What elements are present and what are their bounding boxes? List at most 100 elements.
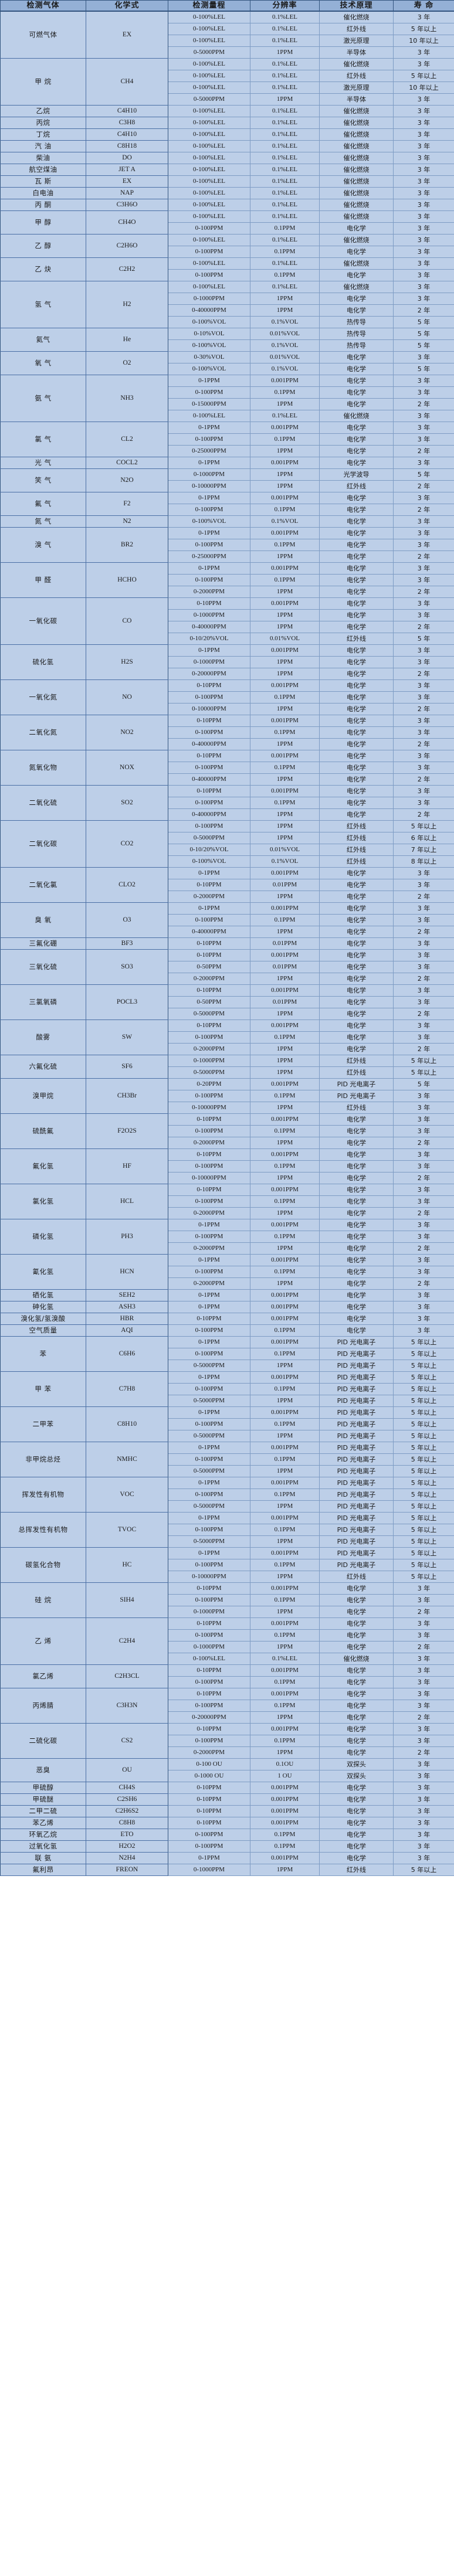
table-row: 0-100PPM 0.1PPM 电化学 3 年 — [1, 269, 454, 281]
resolution-cell: 0.001PPM — [250, 984, 320, 997]
detection-range-cell: 0-100PPM — [168, 726, 250, 739]
detection-range-cell: 0-40000PPM — [168, 773, 250, 786]
chemical-formula-cell: FREON — [86, 1864, 168, 1876]
technology-cell: 电化学 — [319, 1113, 394, 1126]
detection-range-cell: 0-10PPM — [168, 1148, 250, 1161]
lifetime-cell: 3 年 — [393, 492, 454, 504]
gas-name-cell: 二氧化氯 — [0, 867, 86, 903]
lifetime-cell: 3 年 — [393, 1582, 454, 1595]
table-row: 甲 醛 HCHO 0-1PPM 0.001PPM 电化学 3 年 — [0, 562, 454, 598]
lifetime-cell: 3 年 — [393, 1254, 454, 1266]
detection-range-cell: 0-10PPM — [168, 679, 250, 692]
lifetime-cell: 3 年 — [393, 867, 454, 879]
table-row: 0-2000PPM 1PPM 电化学 2 年 — [1, 586, 454, 598]
lifetime-cell: 3 年 — [393, 117, 454, 129]
lifetime-cell: 3 年 — [393, 269, 454, 281]
detection-range-cell: 0-1PPM — [168, 562, 250, 575]
resolution-cell: 1PPM — [250, 93, 320, 106]
gas-name-cell: 光 气 — [0, 457, 86, 469]
detection-range-cell: 0-100PPM — [168, 1488, 250, 1501]
resolution-cell: 0.001PPM — [250, 1793, 320, 1806]
resolution-cell: 0.1PPM — [250, 691, 320, 704]
chemical-formula-cell: NMHC — [86, 1442, 168, 1477]
table-row: 汽 油 C8H18 0-100%LEL 0.1%LEL 催化燃烧 3 年 — [0, 140, 454, 152]
resolution-cell: 0.1%LEL — [250, 175, 320, 188]
table-row: 0-5000PPM 1PPM 红外线 5 年以上 — [1, 1066, 454, 1079]
detection-range-cell: 0-10000PPM — [168, 1102, 250, 1114]
detection-range-cell: 0-40000PPM — [168, 304, 250, 317]
detection-range-cell: 0-1PPM — [168, 1406, 250, 1419]
gas-name-cell: 丁烷 — [0, 128, 86, 141]
technology-cell: 电化学 — [319, 726, 394, 739]
gas-name-cell: 甲 醛 — [0, 562, 86, 598]
chemical-formula-cell: NO — [86, 679, 168, 715]
resolution-cell: 0.001PPM — [250, 1477, 320, 1489]
technology-cell: 电化学 — [319, 1160, 394, 1173]
table-row: 二氧化硫 SO2 0-10PPM 0.001PPM 电化学 3 年 — [0, 785, 454, 821]
chemical-formula-cell: C4H10 — [86, 105, 168, 117]
technology-cell: 红外线 — [319, 844, 394, 856]
lifetime-cell: 3 年 — [393, 1313, 454, 1325]
detection-range-cell: 0-100PPM — [168, 797, 250, 809]
resolution-cell: 1PPM — [250, 293, 320, 305]
technology-cell: 电化学 — [319, 1148, 394, 1161]
table-row: 0-2000PPM 1PPM 电化学 2 年 — [1, 1242, 454, 1255]
detection-range-cell: 0-1000PPM — [168, 609, 250, 621]
technology-cell: 电化学 — [319, 1711, 394, 1724]
technology-cell: 催化燃烧 — [319, 140, 394, 152]
detection-range-cell: 0-1000PPM — [168, 1641, 250, 1653]
technology-cell: 电化学 — [319, 586, 394, 598]
lifetime-cell: 3 年 — [393, 1125, 454, 1137]
gas-name-cell: 一氧化氮 — [0, 679, 86, 715]
table-row: 0-100PPM 0.1PPM 电化学 3 年 — [1, 1160, 454, 1173]
table-row: 白电油 NAP 0-100%LEL 0.1%LEL 催化燃烧 3 年 — [0, 187, 454, 199]
resolution-cell: 0.001PPM — [250, 1817, 320, 1829]
chemical-formula-cell: F2 — [86, 492, 168, 516]
chemical-formula-cell: HBR — [86, 1313, 168, 1325]
lifetime-cell: 5 年以上 — [393, 1418, 454, 1430]
technology-cell: 红外线 — [319, 1864, 394, 1876]
resolution-cell: 0.1%VOL — [250, 515, 320, 528]
resolution-cell: 1PPM — [250, 1008, 320, 1020]
detection-range-cell: 0-100%LEL — [168, 257, 250, 270]
table-row: 乙 烯 C2H4 0-10PPM 0.001PPM 电化学 3 年 — [0, 1617, 454, 1665]
gas-name-cell: 汽 油 — [0, 140, 86, 152]
resolution-cell: 0.1PPM — [250, 762, 320, 774]
detection-range-cell: 0-100PPM — [168, 820, 250, 832]
technology-cell: 电化学 — [319, 293, 394, 305]
lifetime-cell: 3 年 — [393, 175, 454, 188]
lifetime-cell: 3 年 — [393, 234, 454, 246]
gas-name-cell: 氧 气 — [0, 351, 86, 375]
detection-range-cell: 0-100PPM — [168, 1676, 250, 1688]
lifetime-cell: 3 年 — [393, 351, 454, 363]
technology-cell: PID 光电离子 — [319, 1453, 394, 1466]
detection-range-cell: 0-1000PPM — [168, 656, 250, 668]
lifetime-cell: 3 年 — [393, 152, 454, 164]
resolution-cell: 0.01PPM — [250, 879, 320, 891]
detection-range-cell: 0-10000PPM — [168, 1172, 250, 1184]
resolution-cell: 1PPM — [250, 304, 320, 317]
gas-name-cell: 甲硫醚 — [0, 1793, 86, 1806]
lifetime-cell: 2 年 — [393, 738, 454, 750]
table-row: 溴化氢/氢溴酸 HBR 0-10PPM 0.001PPM 电化学 3 年 — [0, 1313, 454, 1325]
table-row: 丙烷 C3H8 0-100%LEL 0.1%LEL 催化燃烧 3 年 — [0, 117, 454, 129]
technology-cell: 电化学 — [319, 621, 394, 633]
table-row: 丙烯腈 C3H3N 0-10PPM 0.001PPM 电化学 3 年 — [0, 1688, 454, 1724]
lifetime-cell: 2 年 — [393, 703, 454, 715]
lifetime-cell: 5 年以上 — [393, 1406, 454, 1419]
resolution-cell: 0.1PPM — [250, 504, 320, 516]
table-row: 0-5000PPM 1PPM 半导体 3 年 — [1, 46, 454, 59]
gas-name-cell: 苯 — [0, 1336, 86, 1372]
resolution-cell: 1PPM — [250, 398, 320, 410]
chemical-formula-cell: C6H6 — [86, 1336, 168, 1372]
resolution-cell: 0.1%LEL — [250, 128, 320, 141]
technology-cell: 电化学 — [319, 785, 394, 797]
table-row: 0-10000PPM 1PPM 电化学 2 年 — [1, 1172, 454, 1184]
table-row: 0-10000PPM 1PPM 电化学 2 年 — [1, 703, 454, 715]
chemical-formula-cell: HCL — [86, 1184, 168, 1219]
table-row: 0-5000PPM 1PPM PID 光电离子 5 年以上 — [1, 1360, 454, 1372]
gas-name-cell: 丙 酮 — [0, 199, 86, 211]
lifetime-cell: 3 年 — [393, 1219, 454, 1231]
resolution-cell: 1PPM — [250, 832, 320, 844]
chemical-formula-cell: C7H8 — [86, 1371, 168, 1407]
